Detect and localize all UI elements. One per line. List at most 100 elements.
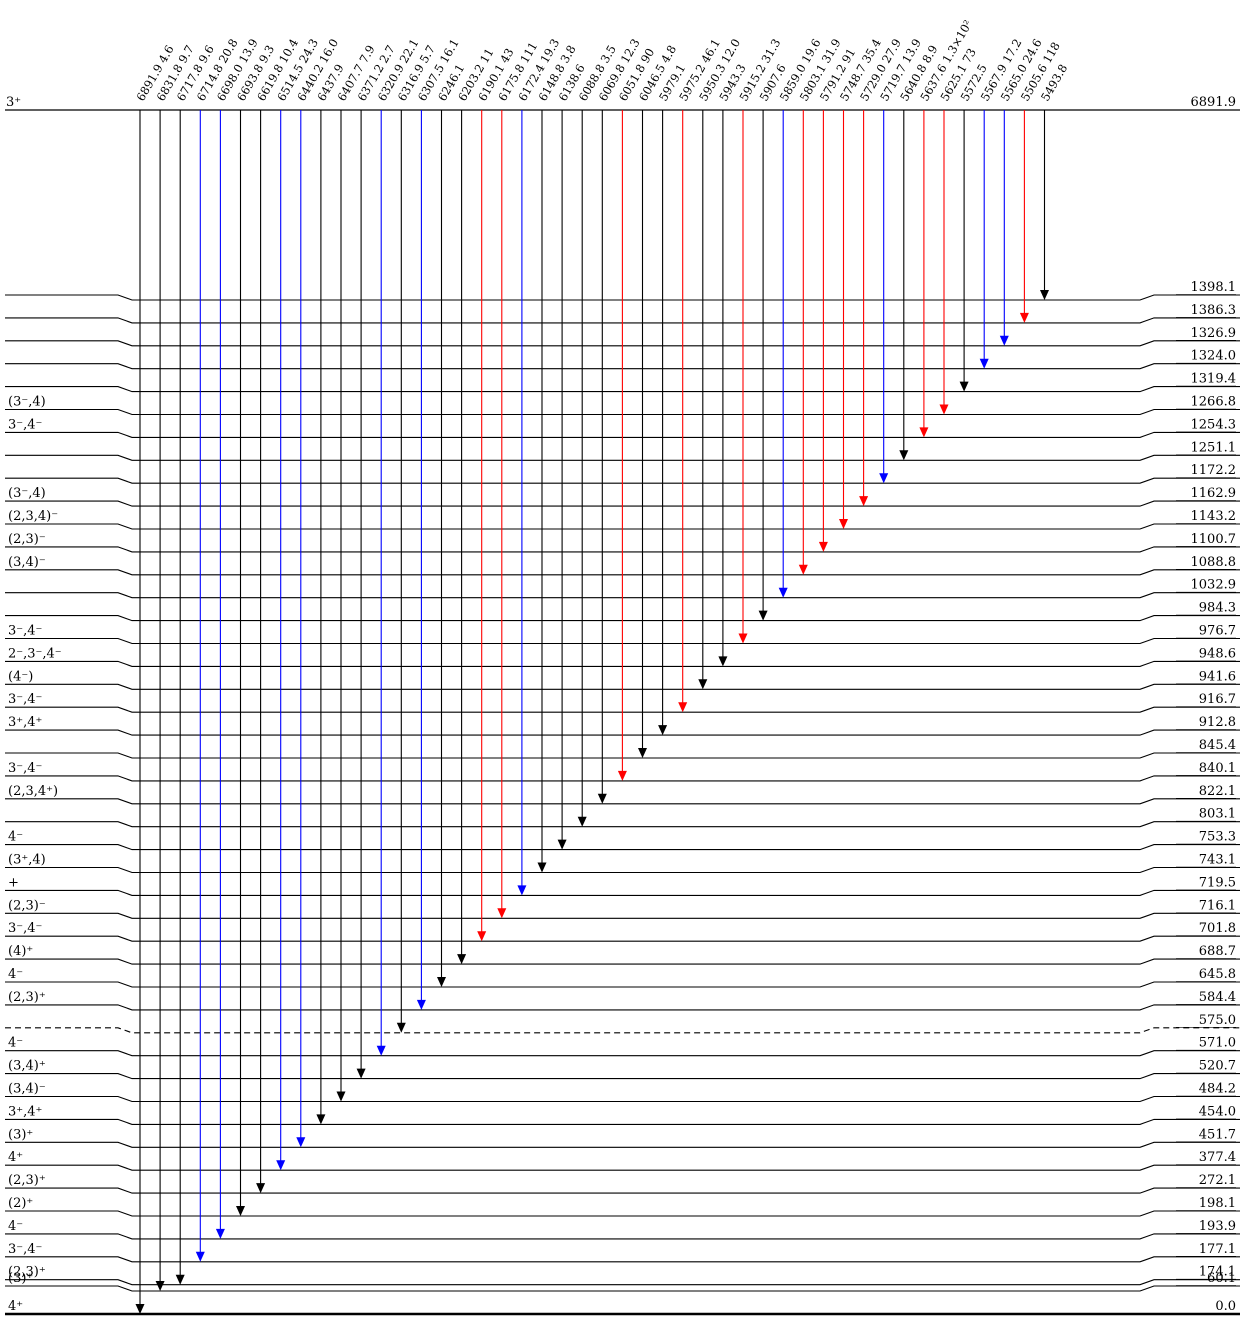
level: 198.1 (2)⁺	[5, 1196, 1240, 1217]
level: 1172.2	[5, 463, 1240, 484]
gamma-transition: 6407.7 7.9	[334, 43, 378, 1102]
gamma-transition: 5943.3	[716, 62, 749, 667]
gamma-transition: 5572.5	[958, 62, 990, 392]
gamma-transition: 5950.3 12.0	[696, 36, 743, 690]
level-energy-label: 1266.8	[1191, 395, 1237, 410]
level: 1254.3 3⁻,4⁻	[5, 417, 1240, 438]
level: 1266.8 (3⁻,4)	[5, 395, 1240, 416]
level: 1251.1	[5, 440, 1240, 461]
level-energy-label: 1251.1	[1191, 440, 1237, 455]
gamma-transition: 6307.5 16.1	[415, 36, 462, 1010]
level-line	[5, 935, 1240, 942]
level-energy-label: 1254.3	[1191, 417, 1237, 432]
level: 0.0 4⁺	[5, 1299, 1240, 1316]
gamma-transition: 5979.1	[656, 62, 688, 736]
level: 753.3 4⁻	[5, 830, 1240, 851]
transition-arrowhead	[798, 564, 808, 575]
level-jpi-label: (3⁻,4)	[8, 486, 46, 501]
level: 822.1 (2,3,4⁺)	[5, 784, 1240, 805]
level-jpi-label: 3⁺,4⁺	[8, 715, 42, 730]
transition-arrowhead	[457, 954, 467, 965]
level-energy-label: 571.0	[1199, 1036, 1236, 1051]
level: 1386.3	[5, 303, 1240, 324]
level-line	[5, 1027, 1240, 1034]
transition-arrowhead	[818, 541, 828, 552]
level-line	[5, 1164, 1240, 1171]
transition-arrowhead	[919, 427, 929, 438]
gamma-transition: 5729.0 27.9	[857, 36, 904, 507]
level-energy-label: 1319.4	[1191, 372, 1237, 387]
level: 845.4	[5, 738, 1240, 759]
gamma-transition: 6693.8 9.3	[234, 43, 277, 1216]
level: 1088.8 (3,4)⁻	[5, 555, 1240, 576]
transition-arrowhead	[698, 679, 708, 690]
level-energy-label: 575.0	[1199, 1013, 1236, 1028]
transition-arrowhead	[979, 358, 989, 369]
gamma-transition: 6246.1	[435, 62, 467, 987]
level-jpi-label: (4)⁺	[8, 944, 33, 959]
level: 912.8 3⁺,4⁺	[5, 715, 1240, 736]
transition-arrowhead	[939, 404, 949, 415]
level: 645.8 4⁻	[5, 967, 1240, 988]
level-line	[5, 683, 1240, 690]
level: 193.9 4⁻	[5, 1219, 1240, 1240]
level-line	[5, 615, 1240, 622]
transition-arrowhead	[718, 656, 728, 667]
transition-arrowhead	[577, 816, 587, 827]
transition-arrowhead	[316, 1114, 326, 1125]
level-jpi-label: 4⁻	[8, 967, 23, 982]
level: 484.2 (3,4)⁻	[5, 1082, 1240, 1103]
gamma-transition: 6514.5 24.3	[274, 36, 321, 1171]
level-jpi-label: (3,4)⁻	[8, 1082, 46, 1097]
level-energy-label: 753.3	[1199, 830, 1236, 845]
transition-arrowhead	[175, 1274, 185, 1285]
level-jpi-label: (4⁻)	[8, 669, 33, 684]
level-energy-label: 60.1	[1207, 1271, 1236, 1286]
level-energy-label: 840.1	[1199, 761, 1236, 776]
level-energy-label: 1398.1	[1191, 280, 1237, 295]
transition-arrowhead	[778, 587, 788, 598]
transition-arrowhead	[879, 473, 889, 484]
gamma-transition: 6717.8 9.6	[174, 43, 217, 1285]
transition-arrowhead	[276, 1160, 286, 1171]
gamma-transition: 6148.8 3.8	[535, 43, 579, 873]
level-jpi-label: 3⁻,4⁻	[8, 624, 42, 639]
transition-arrowhead	[638, 748, 647, 758]
gamma-transition: 5640.8 8.9	[897, 43, 940, 461]
level: 716.1 (2,3)⁻	[5, 898, 1240, 919]
transition-arrowhead	[135, 1304, 145, 1314]
level-jpi-label: (3)⁺	[8, 1127, 33, 1142]
gamma-transition: 5791.2 91	[817, 46, 858, 552]
level: 916.7 3⁻,4⁻	[5, 692, 1240, 713]
level-energy-label: 272.1	[1199, 1173, 1236, 1188]
level-jpi-label: 4⁺	[8, 1299, 23, 1314]
level-line	[5, 844, 1240, 851]
transition-arrowhead	[497, 908, 507, 919]
level-energy-label: 948.6	[1199, 646, 1236, 661]
transition-arrowhead	[336, 1091, 346, 1102]
level-line	[5, 1095, 1240, 1103]
gamma-transition: 6175.8 111	[495, 39, 540, 919]
transition-arrowhead	[617, 770, 627, 781]
level-jpi-label: (2,3)⁻	[8, 532, 46, 547]
level-energy-label: 803.1	[1199, 807, 1236, 822]
level: 976.7 3⁻,4⁻	[5, 624, 1240, 645]
level: 575.0	[5, 1013, 1240, 1034]
level-jpi-label: (2,3)⁺	[8, 990, 46, 1005]
level-line	[5, 981, 1240, 988]
level: 1143.2 (2,3,4)⁻	[5, 509, 1240, 530]
level-line	[5, 592, 1240, 599]
level-jpi-label: 3⁻,4⁻	[8, 692, 42, 707]
level-line	[5, 500, 1240, 507]
level: 571.0 4⁻	[5, 1036, 1240, 1057]
level-line	[5, 454, 1240, 461]
level-energy-label: 484.2	[1199, 1082, 1236, 1097]
level-jpi-label: 4⁻	[8, 830, 23, 845]
level-energy-label: 916.7	[1199, 692, 1236, 707]
level-energy-label: 688.7	[1199, 944, 1236, 959]
level-line	[5, 958, 1240, 965]
level-energy-label: 976.7	[1199, 624, 1236, 639]
gamma-transition: 6051.8 90	[616, 46, 657, 781]
level-line	[5, 1187, 1240, 1194]
